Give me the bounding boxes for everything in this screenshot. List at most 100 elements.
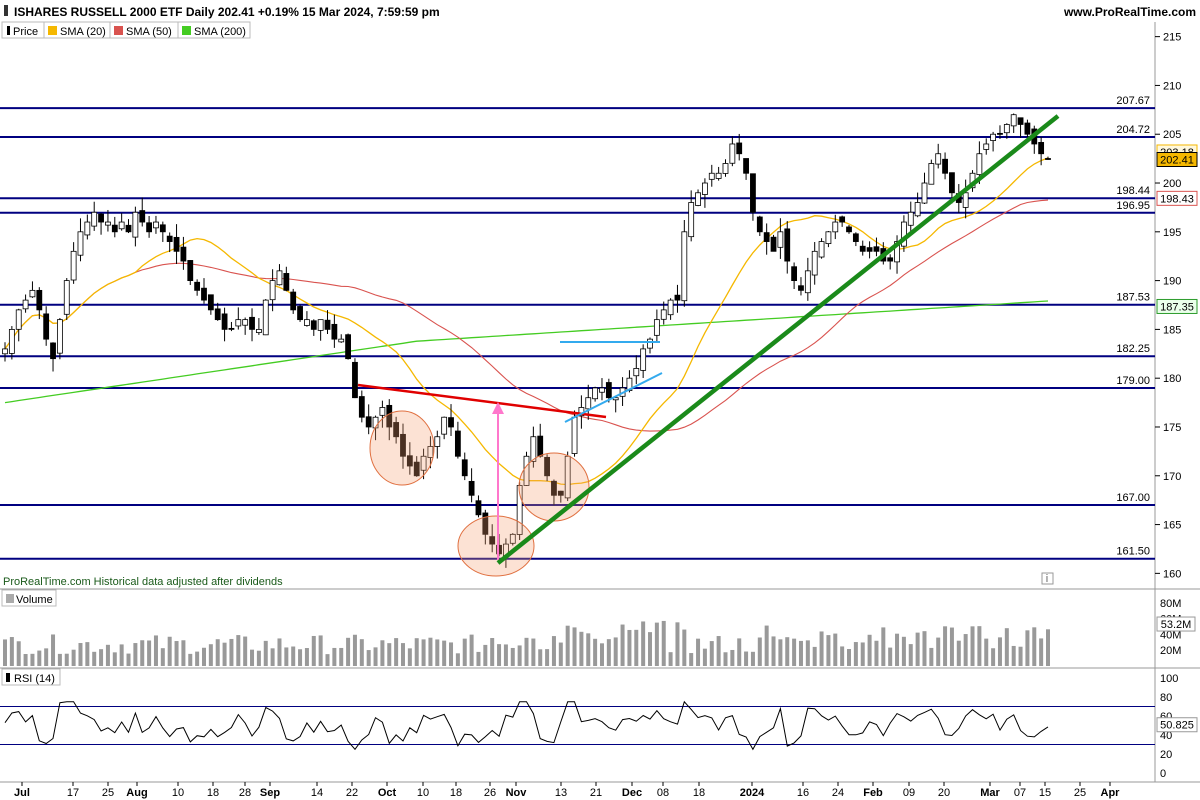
volume-bar	[298, 649, 303, 666]
candle-body	[653, 319, 660, 336]
rsi-label-box	[1, 668, 61, 686]
candle-body	[352, 361, 358, 399]
volume-bar	[510, 647, 515, 666]
level-label-161.5: 161.50	[1116, 546, 1150, 558]
candle-body	[633, 368, 640, 377]
candle-body	[804, 270, 811, 294]
candle-body	[262, 299, 269, 336]
volume-bar	[579, 631, 584, 666]
sma200-last-box	[1156, 298, 1198, 314]
y-tick-label-215: 215	[1163, 32, 1181, 44]
green-trendline	[496, 114, 1060, 565]
candle-body	[214, 308, 221, 321]
candle-body	[297, 306, 303, 321]
candle-body	[125, 224, 132, 233]
volume-bar	[1032, 627, 1037, 666]
volume-bar	[764, 625, 769, 666]
candle-body	[736, 142, 743, 155]
x-tick-label-07: 07	[1014, 787, 1026, 799]
candle-body	[461, 459, 468, 477]
y-tick-label-205: 205	[1163, 129, 1181, 141]
level-label-204.72: 204.72	[1116, 124, 1150, 136]
volume-bar	[71, 649, 76, 666]
volume-bar	[147, 640, 152, 666]
chart-type-icon[interactable]	[4, 5, 8, 16]
volume-bar	[133, 643, 138, 666]
volume-bar	[236, 635, 241, 666]
candle-body	[770, 236, 777, 252]
volume-bar	[785, 637, 790, 666]
sma50-last-box	[1156, 190, 1198, 206]
volume-bar	[545, 649, 550, 666]
y-tick-label-165: 165	[1163, 520, 1181, 532]
candle-body	[269, 280, 276, 301]
candle-body	[29, 289, 36, 298]
legend: Price SMA (20) SMA (50) SMA (200)	[1, 21, 251, 39]
candle-body	[942, 158, 948, 174]
candle-body	[873, 246, 880, 252]
candle-body	[187, 260, 194, 282]
y-tick-label-160: 160	[1163, 568, 1181, 580]
candle-body	[221, 313, 228, 330]
candle-body	[406, 455, 413, 467]
volume-bar	[140, 640, 145, 666]
price-last-label: 202.41	[1160, 154, 1194, 166]
x-axis: Jul 17 25 Aug 10 18 28 Sep 14 22 Oct 10 18 26 Nov 13 21 D…	[14, 782, 1120, 799]
candle-body	[1045, 158, 1051, 160]
y-tick-label-190: 190	[1163, 276, 1181, 288]
candle-body	[36, 289, 43, 311]
x-tick-label-Nov: Nov	[506, 787, 528, 799]
candle-body	[441, 416, 448, 435]
x-tick-label-17: 17	[67, 787, 79, 799]
volume-bar	[627, 629, 632, 666]
info-icon-glyph: i	[1046, 573, 1048, 585]
volume-bar	[874, 640, 879, 666]
candle-body	[743, 158, 749, 174]
candle-body	[276, 270, 283, 286]
level-label-196.95: 196.95	[1116, 200, 1150, 212]
candle-body	[708, 172, 715, 180]
legend-sma200: SMA (200)	[194, 26, 246, 38]
volume-bar	[503, 644, 508, 666]
volume-bar	[847, 649, 852, 666]
target-arrow-head	[492, 402, 504, 414]
volume-bar	[517, 645, 522, 666]
candle-body	[962, 192, 969, 208]
info-icon[interactable]	[1041, 572, 1054, 585]
volume-bar	[16, 641, 21, 666]
candle-body	[290, 291, 297, 311]
candle-body	[564, 455, 571, 499]
price-last-box	[1156, 151, 1198, 167]
candle-body	[688, 202, 695, 238]
volume-bar	[881, 627, 886, 666]
candle-body	[750, 173, 756, 213]
volume-bar	[497, 644, 502, 666]
volume-bar	[1004, 628, 1009, 666]
candle-body	[784, 228, 791, 262]
volume-bar	[188, 653, 193, 666]
candle-body	[571, 416, 578, 454]
candle-body	[180, 246, 187, 262]
volume-bar	[181, 640, 186, 666]
blue-trendline	[564, 372, 663, 423]
x-tick-label-14: 14	[311, 787, 323, 799]
candle-body	[331, 323, 338, 340]
volume-bar	[3, 639, 7, 666]
x-tick-label-21: 21	[590, 787, 602, 799]
volume-tick-20: 20M	[1160, 645, 1181, 657]
volume-bar	[963, 634, 968, 666]
volume-label-box	[1, 589, 57, 607]
volume-bar	[23, 654, 28, 666]
volume-bar	[37, 650, 42, 666]
volume-bar	[613, 637, 618, 666]
x-tick-label-24: 24	[832, 787, 844, 799]
volume-bar	[304, 648, 309, 666]
candle-body	[379, 407, 386, 416]
candle-body	[324, 319, 331, 330]
candle-body	[283, 273, 290, 291]
candle-body	[43, 313, 50, 340]
circle-left-shoulder	[369, 410, 435, 486]
rsi-tick-80: 80	[1160, 692, 1172, 704]
site-label[interactable]: www.ProRealTime.com	[1063, 5, 1196, 19]
